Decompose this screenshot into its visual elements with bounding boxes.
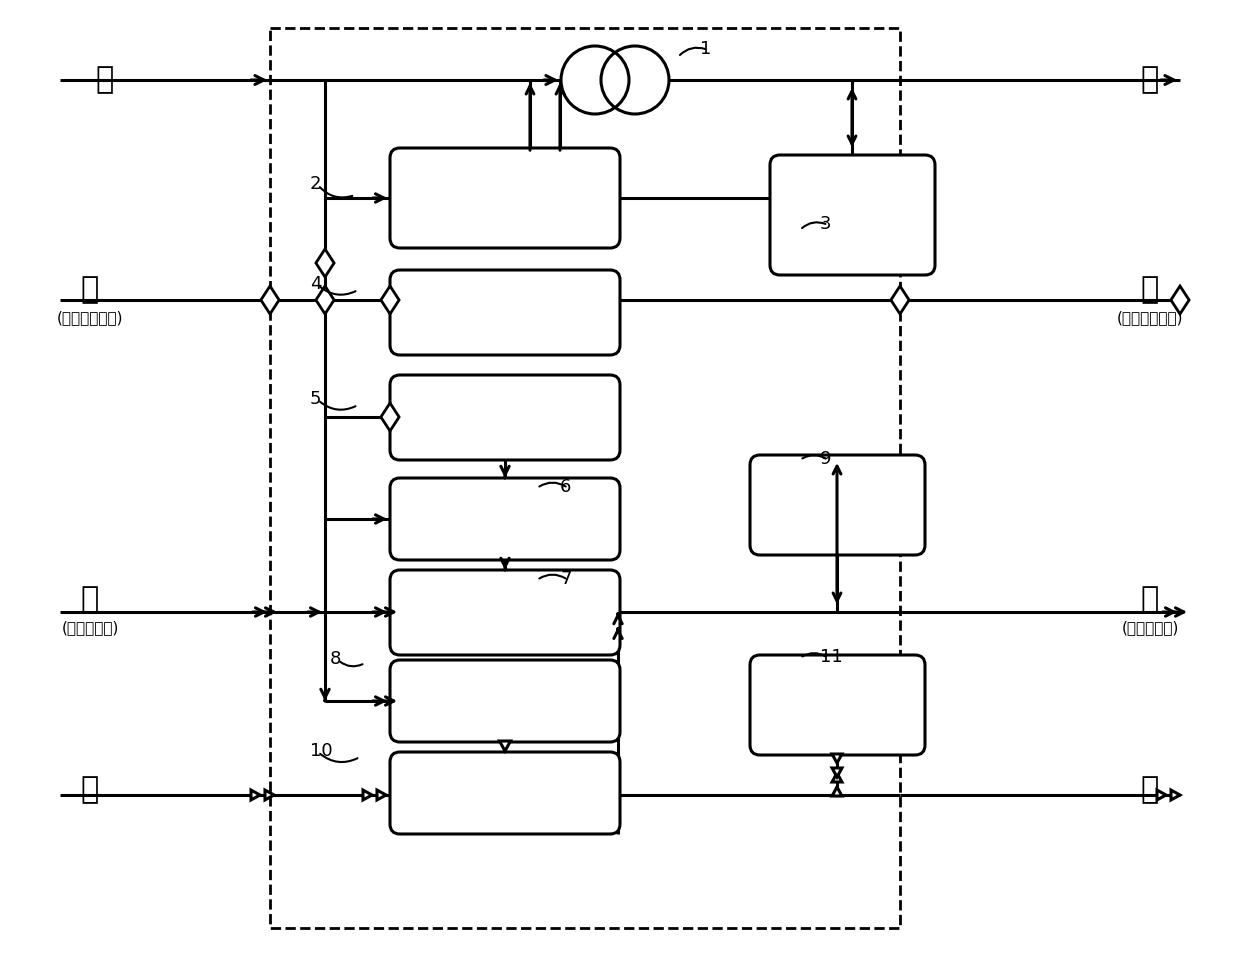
Polygon shape <box>260 286 279 314</box>
Text: (蒸汽、热水): (蒸汽、热水) <box>61 620 119 636</box>
Text: (天然气、氢气): (天然气、氢气) <box>57 310 123 326</box>
Polygon shape <box>832 754 842 763</box>
Text: 5: 5 <box>310 390 321 408</box>
Polygon shape <box>316 249 334 277</box>
Text: 2: 2 <box>310 175 321 193</box>
Text: 冷: 冷 <box>81 776 99 805</box>
Polygon shape <box>250 790 260 800</box>
Text: 10: 10 <box>310 742 332 760</box>
Text: 3: 3 <box>820 215 832 233</box>
Polygon shape <box>890 286 909 314</box>
Polygon shape <box>832 773 842 782</box>
Polygon shape <box>265 790 274 800</box>
FancyBboxPatch shape <box>770 155 935 275</box>
Text: 气: 气 <box>1141 275 1159 304</box>
Polygon shape <box>363 790 372 800</box>
FancyBboxPatch shape <box>391 478 620 560</box>
Polygon shape <box>316 286 334 314</box>
Polygon shape <box>832 768 842 777</box>
Text: 9: 9 <box>820 450 832 468</box>
FancyBboxPatch shape <box>391 375 620 460</box>
Text: (蒸汽、热水): (蒸汽、热水) <box>1121 620 1179 636</box>
Polygon shape <box>1157 790 1166 800</box>
FancyBboxPatch shape <box>391 148 620 248</box>
Polygon shape <box>1171 286 1189 314</box>
Text: 8: 8 <box>330 650 341 668</box>
Text: 6: 6 <box>560 478 572 496</box>
FancyBboxPatch shape <box>391 660 620 742</box>
Text: 冷: 冷 <box>1141 776 1159 805</box>
Polygon shape <box>500 741 511 751</box>
Text: 11: 11 <box>820 648 843 666</box>
FancyBboxPatch shape <box>750 655 925 755</box>
FancyBboxPatch shape <box>391 570 620 655</box>
Text: 7: 7 <box>560 570 572 588</box>
Text: 气: 气 <box>81 275 99 304</box>
Text: 热: 热 <box>1141 585 1159 614</box>
FancyBboxPatch shape <box>391 270 620 355</box>
Polygon shape <box>377 790 386 800</box>
Text: 1: 1 <box>701 40 712 58</box>
Text: 4: 4 <box>310 275 321 293</box>
FancyBboxPatch shape <box>750 455 925 555</box>
FancyBboxPatch shape <box>391 752 620 834</box>
Polygon shape <box>832 787 842 796</box>
Text: (天然气、氢气): (天然气、氢气) <box>1117 310 1183 326</box>
Text: 热: 热 <box>81 585 99 614</box>
Polygon shape <box>381 286 399 314</box>
Bar <box>270 28 900 928</box>
Text: 电: 电 <box>95 66 114 95</box>
Text: 电: 电 <box>1141 66 1159 95</box>
Polygon shape <box>381 403 399 431</box>
Polygon shape <box>1171 790 1180 800</box>
